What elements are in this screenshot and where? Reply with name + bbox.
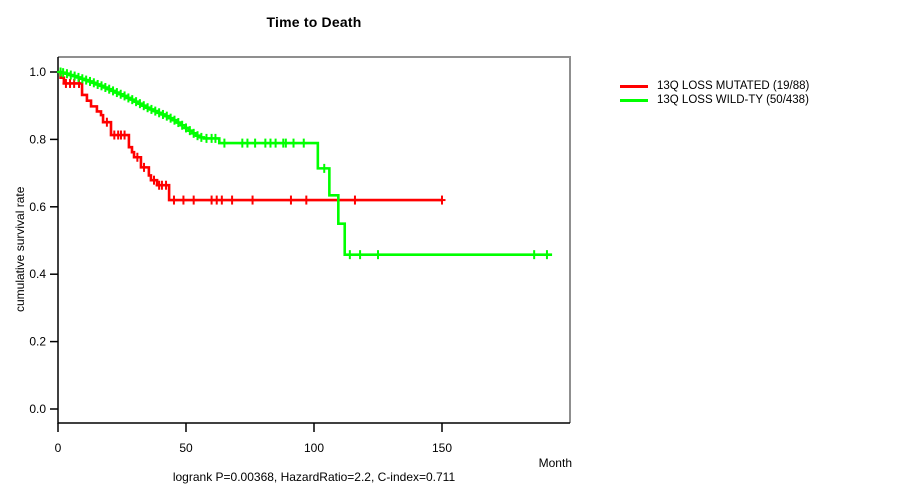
legend-label: 13Q LOSS WILD-TY (50/438) [657, 94, 809, 106]
x-axis-unit-label: Month [538, 456, 572, 470]
legend-line-green-icon [620, 98, 648, 102]
legend-item-wildtype: 13Q LOSS WILD-TY (50/438) [620, 93, 809, 107]
svg-text:100: 100 [304, 441, 324, 455]
svg-text:0: 0 [55, 441, 62, 455]
svg-text:50: 50 [179, 441, 193, 455]
svg-text:1.0: 1.0 [29, 65, 46, 79]
legend-line-red-icon [620, 84, 648, 88]
legend-label: 13Q LOSS MUTATED (19/88) [657, 80, 810, 92]
svg-text:0.4: 0.4 [29, 267, 46, 281]
stats-caption: logrank P=0.00368, HazardRatio=2.2, C-in… [172, 470, 456, 484]
legend: 13Q LOSS MUTATED (19/88) 13Q LOSS WILD-T… [620, 79, 809, 107]
svg-text:0.0: 0.0 [29, 402, 46, 416]
svg-text:0.6: 0.6 [29, 200, 46, 214]
legend-item-mutated: 13Q LOSS MUTATED (19/88) [620, 79, 809, 93]
svg-text:0.8: 0.8 [29, 132, 46, 146]
svg-text:150: 150 [432, 441, 452, 455]
svg-text:0.2: 0.2 [29, 335, 46, 349]
chart-title: Time to Death [266, 14, 362, 30]
